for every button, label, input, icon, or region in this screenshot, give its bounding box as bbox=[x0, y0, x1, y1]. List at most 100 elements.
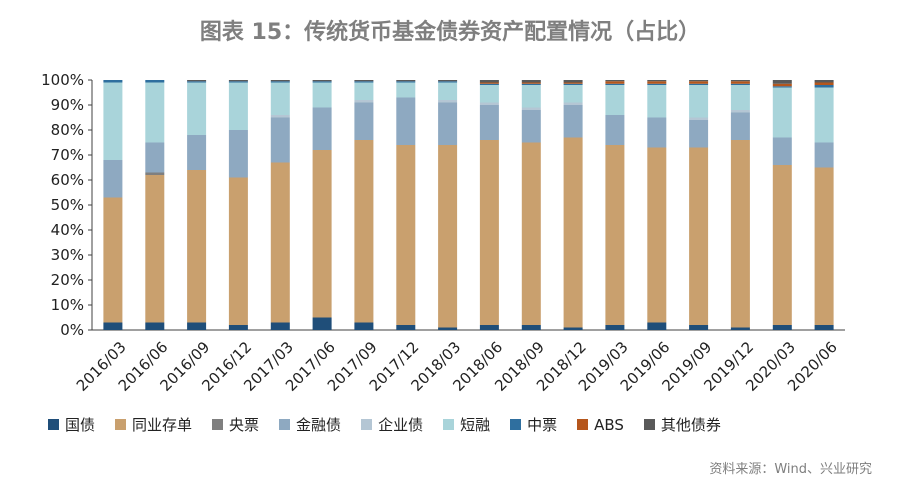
bar-segment bbox=[438, 102, 458, 145]
source-note: 资料来源：Wind、兴业研究 bbox=[709, 462, 872, 477]
legend-swatch bbox=[577, 419, 589, 430]
bar-segment bbox=[396, 97, 416, 145]
bar-segment bbox=[521, 142, 541, 325]
bar-segment bbox=[354, 82, 374, 100]
bar-segment bbox=[270, 81, 290, 83]
bar-segment bbox=[772, 80, 792, 84]
bar-segment bbox=[563, 85, 583, 103]
bar-segment bbox=[521, 107, 541, 110]
bar-segment bbox=[521, 110, 541, 143]
bar-segment bbox=[605, 85, 625, 115]
bar-segment bbox=[270, 82, 290, 115]
bar-segment bbox=[103, 80, 123, 83]
bar-segment bbox=[605, 83, 625, 85]
bar-segment bbox=[270, 80, 290, 82]
bar-segment bbox=[605, 145, 625, 325]
bar-segment bbox=[814, 142, 834, 168]
bar-segment bbox=[396, 80, 416, 82]
bar-segment bbox=[814, 80, 834, 83]
y-tick-label: 100% bbox=[41, 71, 84, 89]
y-tick-label: 80% bbox=[51, 121, 84, 139]
bar-segment bbox=[647, 83, 667, 85]
x-tick-labels: 2016/032016/062016/092016/122017/032017/… bbox=[73, 338, 841, 395]
bar-segment bbox=[103, 160, 123, 198]
legend-label: 企业债 bbox=[378, 416, 424, 434]
bar-segment bbox=[479, 140, 499, 325]
y-tick-label: 30% bbox=[51, 246, 84, 264]
bar-segment bbox=[228, 325, 248, 330]
legend-item: 国债 bbox=[48, 414, 95, 435]
bar-segment bbox=[521, 85, 541, 108]
bar-segment bbox=[145, 322, 165, 330]
bar-segment bbox=[814, 82, 834, 85]
bar-segment bbox=[438, 82, 458, 100]
bar-segment bbox=[772, 83, 792, 87]
bar-segment bbox=[647, 80, 667, 82]
bar-segment bbox=[145, 175, 165, 323]
y-tick-label: 50% bbox=[51, 196, 84, 214]
bar-segment bbox=[438, 327, 458, 330]
bar-segment bbox=[521, 82, 541, 84]
bar-segment bbox=[396, 82, 416, 98]
legend-swatch bbox=[115, 419, 127, 430]
bar-segment bbox=[438, 81, 458, 83]
bar-segment bbox=[270, 115, 290, 118]
legend-swatch bbox=[279, 419, 291, 430]
chart-title: 图表 15：传统货币基金债券资产配置情况（占比） bbox=[199, 20, 701, 45]
bar-segment bbox=[647, 117, 667, 148]
bar-segment bbox=[730, 81, 750, 84]
y-tick-label: 40% bbox=[51, 221, 84, 239]
bar-segment bbox=[730, 83, 750, 85]
bar-segment bbox=[479, 105, 499, 140]
legend-item: 央票 bbox=[212, 414, 259, 435]
bar-segment bbox=[354, 102, 374, 140]
bar-segment bbox=[228, 177, 248, 325]
legend-item: 企业债 bbox=[361, 414, 423, 435]
y-tick-labels: 0% 10% 20% 30% 40% 50% 60% 70% 80% 90% 100% bbox=[41, 71, 84, 339]
bar-segment bbox=[145, 80, 165, 83]
bar-segment bbox=[228, 81, 248, 83]
legend-label: 中票 bbox=[527, 416, 558, 434]
legend-item: 金融债 bbox=[279, 414, 341, 435]
legend-label: 央票 bbox=[229, 416, 260, 434]
bar-segment bbox=[689, 147, 709, 325]
legend-swatch bbox=[212, 419, 224, 430]
bar-segment bbox=[605, 115, 625, 145]
bar-segment bbox=[814, 85, 834, 88]
bar-segment bbox=[772, 325, 792, 330]
legend-swatch bbox=[643, 419, 655, 430]
bar-segment bbox=[479, 80, 499, 83]
bar-segment bbox=[312, 150, 332, 318]
bar-segment bbox=[187, 80, 207, 82]
bar-segment bbox=[814, 167, 834, 325]
bar-segment bbox=[772, 165, 792, 325]
bar-segment bbox=[689, 81, 709, 84]
bars bbox=[103, 80, 834, 330]
bar-segment bbox=[312, 82, 332, 108]
bar-segment bbox=[563, 83, 583, 85]
axes bbox=[88, 79, 845, 331]
bar-segment bbox=[479, 82, 499, 84]
bar-segment bbox=[312, 80, 332, 82]
bar-segment bbox=[689, 117, 709, 120]
legend-label: 国债 bbox=[65, 416, 96, 434]
bar-segment bbox=[647, 85, 667, 118]
bar-segment bbox=[772, 87, 792, 138]
bar-segment bbox=[187, 135, 207, 170]
bar-segment bbox=[187, 81, 207, 83]
bar-segment bbox=[730, 80, 750, 82]
legend-item: 其他债券 bbox=[643, 414, 721, 435]
bar-segment bbox=[187, 170, 207, 323]
y-tick-label: 70% bbox=[51, 146, 84, 164]
bar-segment bbox=[730, 112, 750, 140]
bar-segment bbox=[479, 325, 499, 330]
bar-segment bbox=[270, 117, 290, 163]
bar-segment bbox=[689, 80, 709, 82]
bar-segment bbox=[479, 102, 499, 105]
bar-segment bbox=[438, 145, 458, 328]
legend-item: 中票 bbox=[510, 414, 557, 435]
y-tick-label: 90% bbox=[51, 96, 84, 114]
legend-swatch bbox=[443, 419, 455, 430]
bar-segment bbox=[312, 107, 332, 150]
